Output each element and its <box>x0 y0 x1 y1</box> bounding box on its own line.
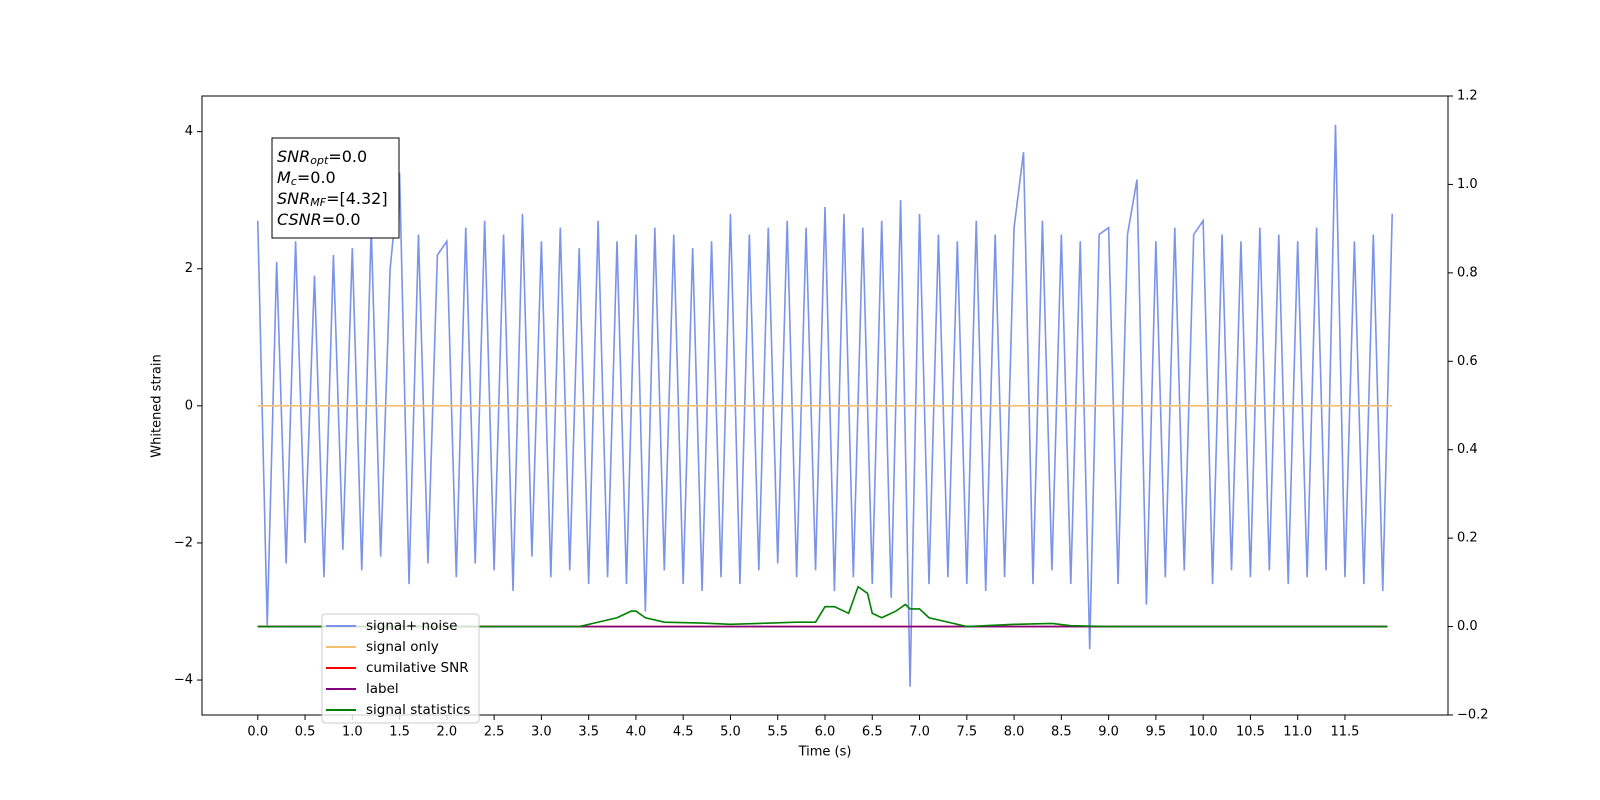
y-tick-label: 0 <box>185 398 193 413</box>
y-tick-label: 2 <box>185 261 193 276</box>
x-tick-label: 5.5 <box>767 725 788 740</box>
annotation-line: SNRopt=0.0 <box>277 147 367 168</box>
y2-tick-label: 0.6 <box>1457 354 1478 369</box>
y-tick-label: −4 <box>174 673 193 688</box>
x-tick-label: 2.5 <box>484 725 505 740</box>
x-tick-label: 0.0 <box>247 725 268 740</box>
x-tick-label: 7.5 <box>956 725 977 740</box>
y2-tick-label: 1.2 <box>1457 89 1478 104</box>
x-tick-label: 3.5 <box>578 725 599 740</box>
x-tick-label: 11.5 <box>1330 725 1359 740</box>
x-tick-label: 6.0 <box>815 725 836 740</box>
legend-label: signal only <box>366 639 439 655</box>
annotation-text: =[4.32] <box>326 189 388 208</box>
legend-label: signal statistics <box>366 702 470 718</box>
y2-tick-label: 0.2 <box>1457 531 1478 546</box>
y-tick-label: −2 <box>174 535 193 550</box>
annotation-base: SNR <box>277 147 310 166</box>
x-tick-label: 2.0 <box>437 725 458 740</box>
annotation-sub: opt <box>310 154 329 167</box>
x-tick-label: 0.5 <box>295 725 316 740</box>
legend-frame <box>321 613 480 724</box>
x-tick-label: 1.5 <box>389 725 410 740</box>
x-tick-label: 8.5 <box>1051 725 1072 740</box>
plot-area <box>256 124 1394 687</box>
x-tick-label: 9.0 <box>1098 725 1119 740</box>
annotation-base: M <box>277 168 291 187</box>
annotation-base: SNR <box>277 189 310 208</box>
annotation-text: =0.0 <box>322 210 361 229</box>
annotation-base: CSNR <box>277 210 322 229</box>
annotation-sub: MF <box>310 196 326 209</box>
legend-label: cumilative SNR <box>366 660 469 676</box>
annotation-line: CSNR=0.0 <box>277 210 361 229</box>
annotation-frame <box>271 137 400 239</box>
x-tick-label: 1.0 <box>342 725 363 740</box>
annotation-text: =0.0 <box>328 147 367 166</box>
x-tick-label: 6.5 <box>862 725 883 740</box>
annotation-sub: c <box>291 175 297 188</box>
legend-label: signal+ noise <box>366 618 457 634</box>
y-axis-label: Whitened strain <box>150 354 165 457</box>
annotation-text: =0.0 <box>297 168 336 187</box>
data-line <box>256 124 1394 687</box>
x-tick-label: 4.0 <box>626 725 647 740</box>
y2-tick-label: 0.4 <box>1457 442 1478 457</box>
x-axis-label: Time (s) <box>798 745 852 760</box>
x-tick-label: 7.0 <box>909 725 930 740</box>
x-tick-label: 8.0 <box>1004 725 1025 740</box>
y2-tick-label: 1.0 <box>1457 177 1478 192</box>
x-tick-label: 11.0 <box>1283 725 1312 740</box>
x-tick-label: 3.0 <box>531 725 552 740</box>
y-tick-label: 4 <box>185 124 193 139</box>
legend: signal+ noise signal only cumilative SNR la… <box>321 613 480 724</box>
y2-tick-label: −0.2 <box>1457 708 1489 723</box>
x-tick-label: 10.5 <box>1236 725 1265 740</box>
y2-tick-label: 0.0 <box>1457 619 1478 634</box>
annotation-line: Mc=0.0 <box>277 168 336 189</box>
annotation-line: SNRMF=[4.32] <box>277 189 388 210</box>
legend-label: label <box>366 681 399 697</box>
x-tick-label: 4.5 <box>673 725 694 740</box>
x-tick-label: 10.0 <box>1189 725 1218 740</box>
x-tick-label: 9.5 <box>1146 725 1167 740</box>
data-line <box>257 585 1388 628</box>
x-tick-label: 5.0 <box>720 725 741 740</box>
y2-tick-label: 0.8 <box>1457 265 1478 280</box>
